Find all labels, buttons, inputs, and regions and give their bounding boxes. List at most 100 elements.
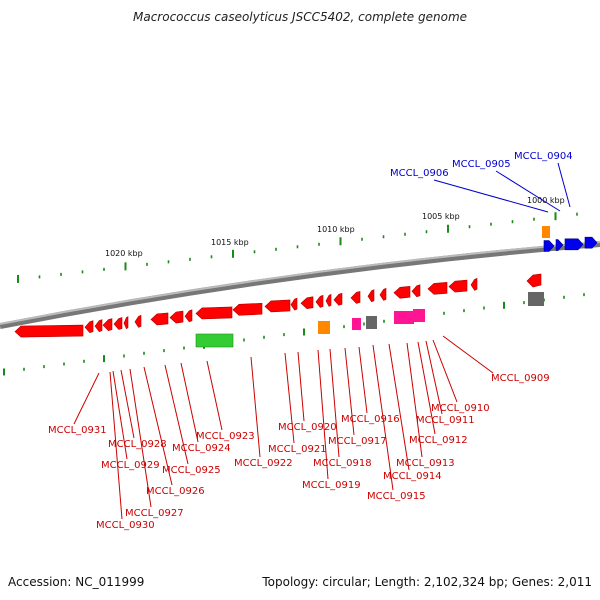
reverse-gene-arrow	[300, 296, 314, 310]
gene-leader-line	[495, 170, 561, 212]
reverse-gene-arrow	[325, 293, 332, 307]
gene-leader-line	[180, 362, 199, 443]
gene-leader-line	[143, 366, 173, 486]
gene-leader-line	[557, 162, 571, 208]
gene-leader-line	[372, 344, 394, 491]
reverse-gene-arrow	[184, 309, 193, 323]
forward-gene-arrow	[555, 239, 564, 251]
gene-leader-line	[206, 360, 223, 431]
reverse-gene-arrow	[169, 310, 184, 324]
scale-label: 1015 kbp	[211, 238, 249, 247]
reverse-gene-arrow	[113, 317, 123, 330]
gene-leader-line	[344, 347, 355, 436]
accession-label: Accession: NC_011999	[8, 575, 145, 589]
genome-backbone	[0, 241, 600, 329]
gene-label: MCCL_0921	[268, 444, 327, 455]
gene-label: MCCL_0919	[302, 480, 361, 491]
magenta-feature-box	[394, 311, 414, 324]
topology-label: Topology: circular; Length: 2,102,324 bp…	[262, 575, 592, 589]
reverse-gene-arrow	[315, 294, 324, 308]
gene-label: MCCL_0915	[367, 491, 426, 502]
reverse-gene-arrow	[232, 302, 263, 316]
reverse-gene-arrow	[470, 277, 478, 291]
gene-label: MCCL_0917	[328, 436, 387, 447]
scale-label: 1020 kbp	[105, 249, 143, 258]
gene-leader-line	[417, 341, 436, 435]
gene-leader-line	[317, 349, 329, 480]
gene-leader-line	[164, 364, 189, 465]
reverse-gene-arrow	[350, 291, 361, 304]
forward-gene-arrow	[564, 238, 584, 251]
gene-label: MCCL_0923	[196, 431, 255, 442]
gene-label: MCCL_0916	[341, 414, 400, 425]
gene-leader-line	[250, 356, 261, 458]
reverse-gene-arrow	[150, 312, 169, 326]
reverse-gene-arrow	[195, 306, 233, 320]
reverse-gene-arrow	[290, 297, 298, 311]
gene-leader-line	[406, 342, 423, 458]
gene-label: MCCL_0918	[313, 458, 372, 469]
gene-label: MCCL_0909	[491, 373, 550, 384]
scale-label: 1005 kbp	[422, 212, 460, 221]
gene-label: MCCL_0912	[409, 435, 468, 446]
gene-label: MCCL_0930	[96, 520, 155, 531]
reverse-gene-arrow	[427, 282, 448, 295]
gene-label: MCCL_0925	[162, 465, 221, 476]
gene-leader-line	[284, 352, 295, 444]
gene-label: MCCL_0906	[390, 168, 449, 179]
scale-label: 1010 kbp	[317, 225, 355, 234]
gene-leader-line	[425, 340, 443, 415]
reverse-gene-arrow	[411, 284, 421, 298]
reverse-gene-arrow	[134, 314, 142, 328]
gray-feature-box	[528, 292, 544, 306]
reverse-gene-arrow	[94, 319, 103, 333]
reverse-gene-arrow	[448, 279, 468, 293]
genome-backbone-highlight	[0, 241, 600, 325]
gene-label: MCCL_0905	[452, 159, 511, 170]
reverse-gene-arrow	[393, 285, 411, 299]
gene-label: MCCL_0920	[278, 422, 337, 433]
reverse-gene-arrow	[333, 292, 343, 306]
magenta-feature-box	[413, 309, 425, 322]
reverse-gene-arrow	[123, 316, 129, 330]
gray-feature-box	[366, 316, 377, 329]
gene-label: MCCL_0926	[146, 486, 205, 497]
gene-leader-line	[73, 372, 100, 425]
gene-label: MCCL_0924	[172, 443, 231, 454]
reverse-gene-arrow	[102, 318, 113, 332]
map-title: Macrococcus caseolyticus JSCC5402, compl…	[132, 10, 468, 24]
gene-label: MCCL_0922	[234, 458, 293, 469]
reverse-gene-arrow	[367, 289, 375, 303]
gene-leader-line	[112, 370, 128, 460]
scale-label: 1000 kbp	[527, 196, 565, 205]
gene-label: MCCL_0931	[48, 425, 107, 436]
reverse-gene-arrow	[379, 287, 387, 301]
gene-leader-line	[433, 179, 549, 213]
forward-gene-arrow	[543, 240, 555, 252]
gene-leader-line	[388, 343, 410, 471]
rna-feature-box	[195, 333, 234, 348]
gene-leader-line	[432, 339, 458, 403]
orange-feature-box	[318, 321, 330, 334]
gene-label: MCCL_0927	[125, 508, 184, 519]
orange-feature-box	[542, 226, 550, 238]
gene-leader-line	[109, 371, 123, 520]
gene-label: MCCL_0910	[431, 403, 490, 414]
gene-label: MCCL_0914	[383, 471, 442, 482]
gene-leader-line	[329, 348, 340, 458]
forward-gene-arrow	[584, 236, 598, 249]
reverse-gene-arrow	[526, 273, 542, 288]
outer-scale-ticks	[3, 212, 585, 376]
gene-label: MCCL_0929	[101, 460, 160, 471]
gene-label: MCCL_0904	[514, 151, 573, 162]
gene-leader-line	[442, 335, 494, 374]
gene-label: MCCL_0911	[416, 415, 475, 426]
reverse-gene-arrow	[264, 299, 291, 313]
magenta-feature-box	[352, 318, 361, 330]
gene-label: MCCL_0928	[108, 439, 167, 450]
gene-leader-line	[129, 368, 152, 508]
reverse-gene-arrow	[14, 324, 84, 338]
gene-leader-line	[358, 346, 368, 414]
